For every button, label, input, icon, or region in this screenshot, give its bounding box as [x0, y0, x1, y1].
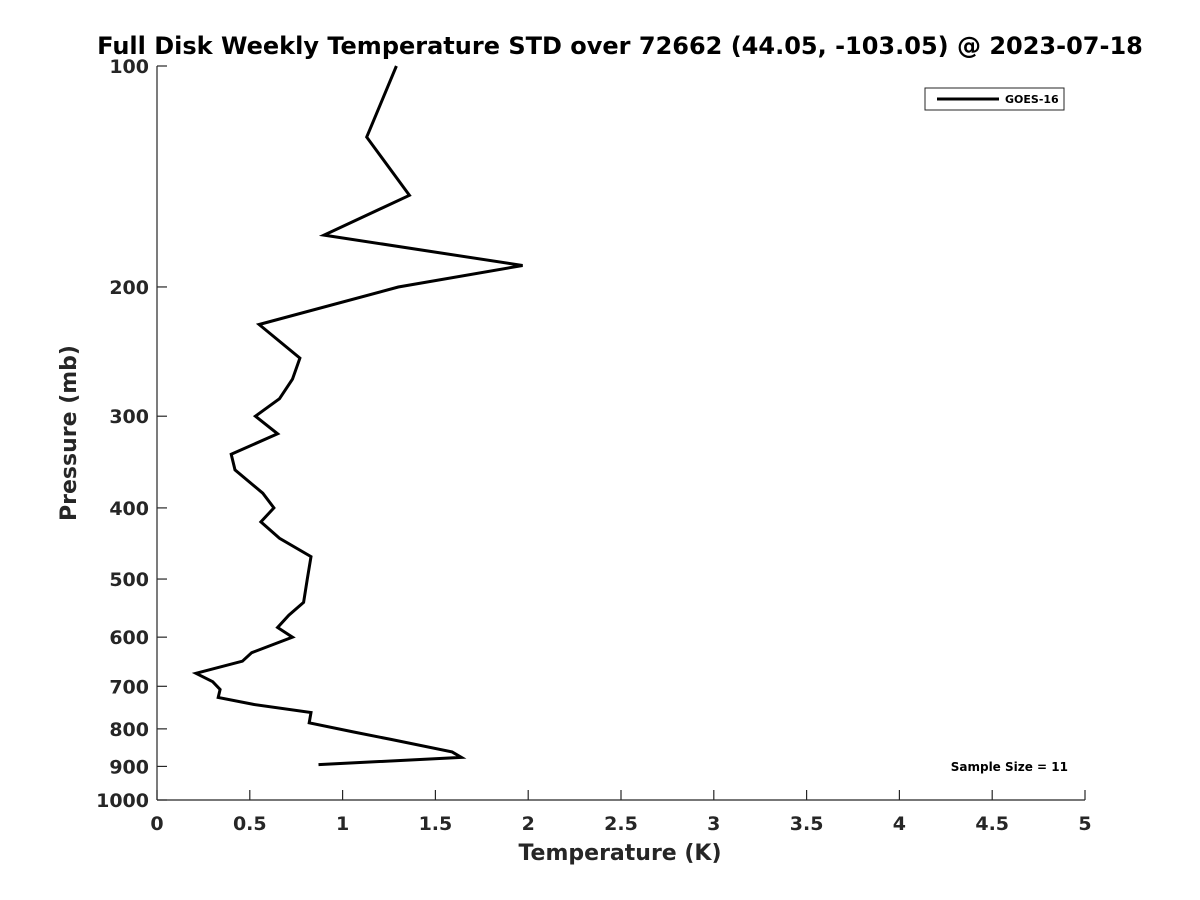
x-tick-label: 4 [893, 813, 906, 835]
legend-label-goes-16: GOES-16 [1005, 93, 1059, 106]
x-tick-label: 0 [150, 813, 163, 835]
x-tick-label: 3.5 [790, 813, 824, 835]
series-layer [191, 65, 523, 767]
x-tick-label: 1.5 [419, 813, 453, 835]
x-tick-label: 4.5 [975, 813, 1009, 835]
series-line-goes-16 [191, 65, 523, 767]
y-tick-label: 100 [109, 56, 149, 78]
y-axis-label: Pressure (mb) [57, 345, 82, 521]
chart-title: Full Disk Weekly Temperature STD over 72… [97, 32, 1143, 60]
x-tick-label: 2 [522, 813, 535, 835]
y-tick-label: 200 [109, 277, 149, 299]
y-tick-label: 400 [109, 498, 149, 520]
sample-size-annotation: Sample Size = 11 [951, 760, 1068, 774]
x-tick-label: 0.5 [233, 813, 267, 835]
y-tick-label: 700 [109, 676, 149, 698]
x-tick-label: 2.5 [604, 813, 638, 835]
x-tick-label: 3 [707, 813, 720, 835]
legend: GOES-16 [924, 87, 1065, 111]
y-tick-label: 800 [109, 719, 149, 741]
y-tick-label: 1000 [96, 790, 149, 812]
y-tick-label: 900 [109, 756, 149, 778]
y-tick-label: 500 [109, 569, 149, 591]
y-tick-label: 600 [109, 627, 149, 649]
x-axis-label: Temperature (K) [518, 841, 721, 866]
axes: 0 0.5 1 1.5 2 2.5 3 3.5 4 4.5 5 100 200 300 400 500 600 7… [96, 56, 1092, 835]
x-tick-label: 1 [336, 813, 349, 835]
x-tick-label: 5 [1078, 813, 1091, 835]
y-tick-label: 300 [109, 406, 149, 428]
